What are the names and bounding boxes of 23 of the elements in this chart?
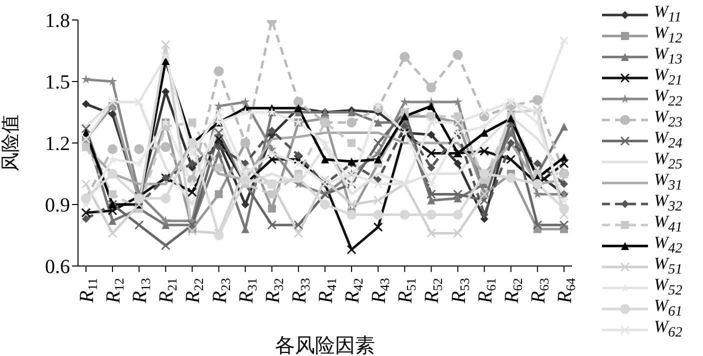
y-tick-label: 0.6 bbox=[45, 256, 70, 278]
legend-label: W$_{41}$ bbox=[654, 212, 682, 236]
legend-label: W$_{21}$ bbox=[654, 65, 682, 89]
legend-label: W$_{51}$ bbox=[654, 254, 682, 278]
legend-label: W$_{12}$ bbox=[654, 23, 682, 47]
legend-label: W$_{62}$ bbox=[654, 317, 682, 342]
y-tick-label: 0.9 bbox=[45, 194, 70, 217]
y-tick-label: 1.5 bbox=[45, 72, 70, 94]
legend-label: W$_{13}$ bbox=[654, 44, 682, 68]
legend-label: W$_{32}$ bbox=[654, 191, 682, 215]
y-tick-label: 1.8 bbox=[45, 10, 70, 32]
legend-label: W$_{23}$ bbox=[654, 107, 682, 131]
legend-label: W$_{31}$ bbox=[654, 170, 682, 194]
legend-label: W$_{22}$ bbox=[654, 86, 682, 110]
legend-label: W$_{11}$ bbox=[654, 2, 682, 26]
legend-label: W$_{24}$ bbox=[654, 128, 682, 152]
y-axis-title: 风险值 bbox=[0, 114, 22, 172]
x-axis-title: 各风险因素 bbox=[275, 333, 375, 356]
legend-label: W$_{25}$ bbox=[654, 149, 682, 173]
legend-label: W$_{61}$ bbox=[654, 296, 682, 320]
legend-label: W$_{42}$ bbox=[654, 233, 682, 257]
y-tick-label: 1.2 bbox=[45, 133, 70, 156]
legend-label: W$_{52}$ bbox=[654, 275, 682, 299]
